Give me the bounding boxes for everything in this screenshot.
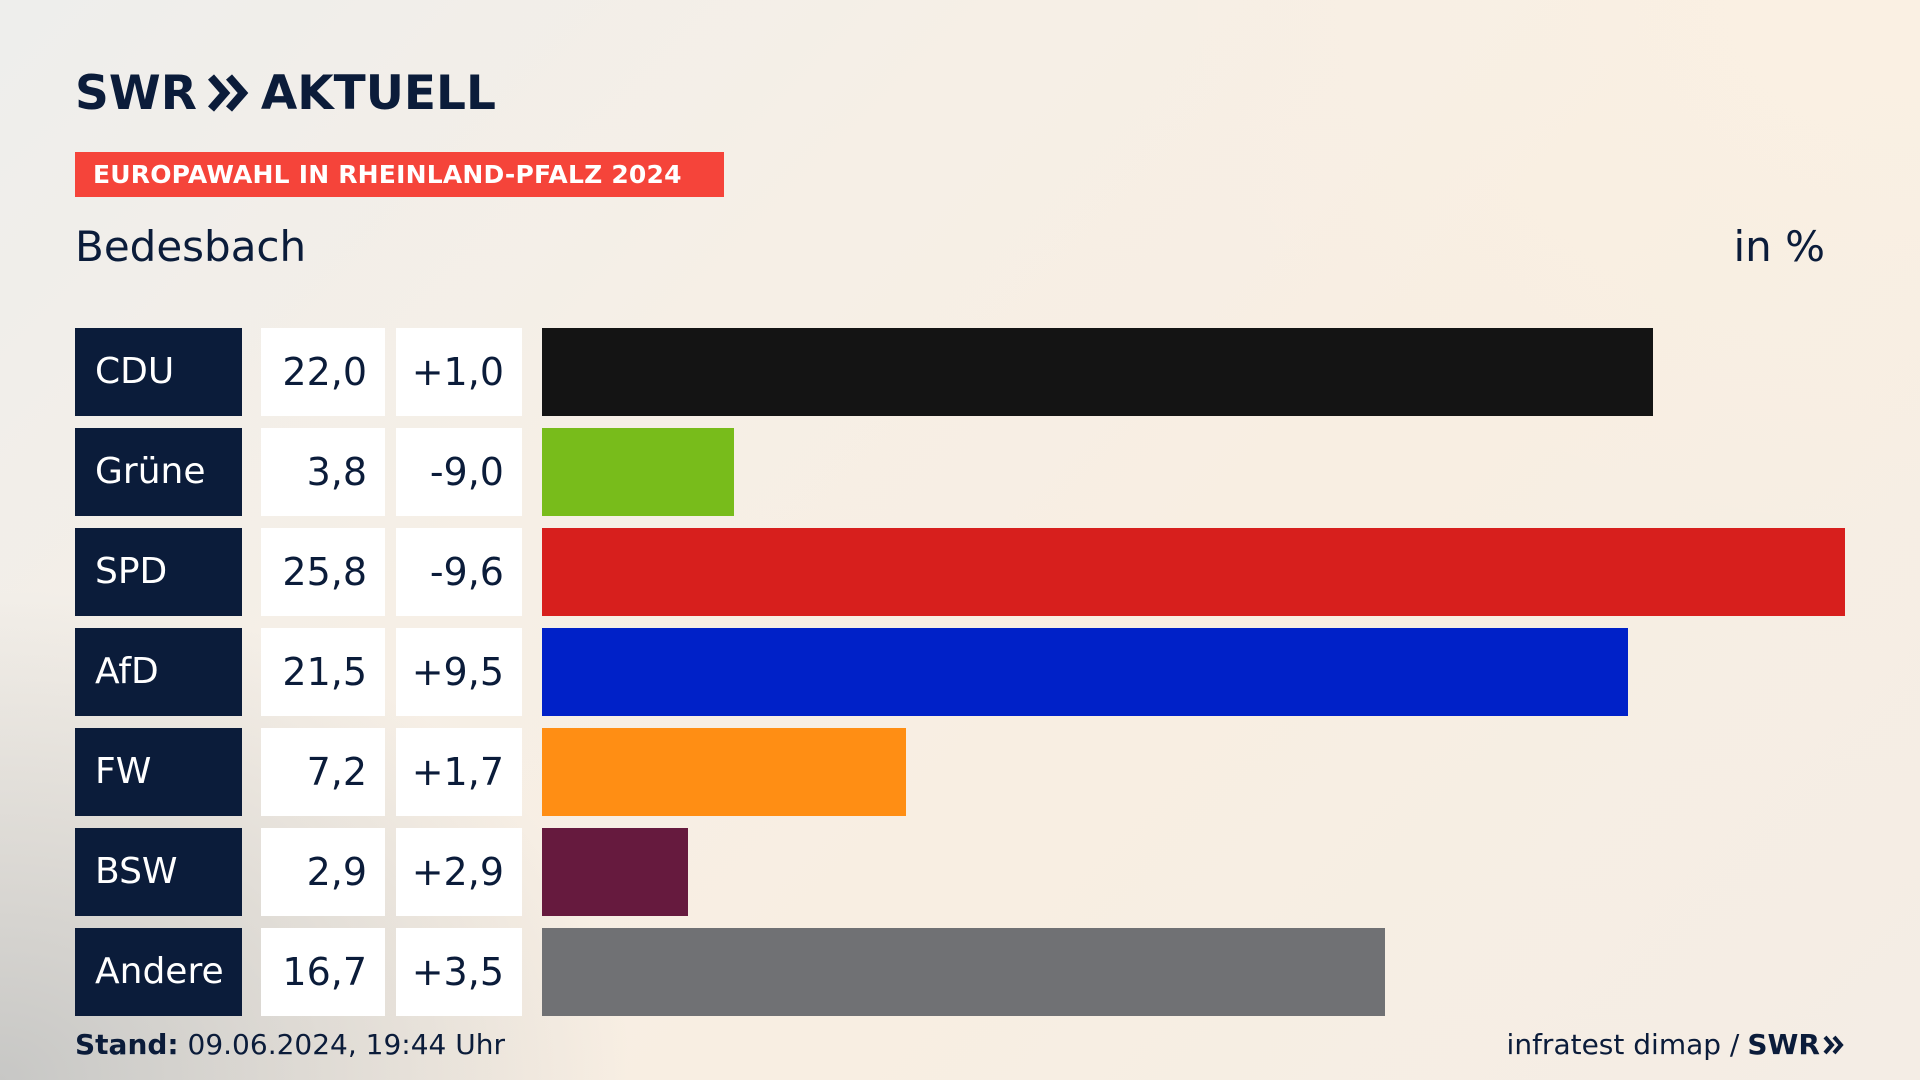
- party-label: FW: [75, 728, 242, 816]
- bar-afd: [542, 628, 1628, 716]
- source-logo-text: SWR: [1747, 1028, 1820, 1061]
- party-label: SPD: [75, 528, 242, 616]
- swr-mini-logo: SWR: [1747, 1028, 1845, 1061]
- bar-gr-ne: [542, 428, 734, 516]
- brand-name: SWR: [75, 65, 197, 121]
- vote-share-value: 3,8: [261, 428, 385, 516]
- vote-change-value: +2,9: [396, 828, 522, 916]
- vote-change-value: -9,0: [396, 428, 522, 516]
- double-chevron-right-icon: [1823, 1035, 1844, 1054]
- party-label: CDU: [75, 328, 242, 416]
- bar-andere: [542, 928, 1385, 1016]
- vote-share-value: 21,5: [261, 628, 385, 716]
- vote-share-value: 2,9: [261, 828, 385, 916]
- vote-share-value: 25,8: [261, 528, 385, 616]
- footer-timestamp: Stand: 09.06.2024, 19:44 Uhr: [75, 1028, 505, 1061]
- footer-source: infratest dimap / SWR: [1507, 1028, 1845, 1061]
- stand-label: Stand:: [75, 1028, 179, 1061]
- vote-change-value: +3,5: [396, 928, 522, 1016]
- double-chevron-right-icon: [207, 74, 249, 112]
- party-label: BSW: [75, 828, 242, 916]
- party-label: Andere: [75, 928, 242, 1016]
- brand-product: AKTUELL: [260, 65, 496, 121]
- vote-share-value: 22,0: [261, 328, 385, 416]
- vote-share-value: 7,2: [261, 728, 385, 816]
- bar-cdu: [542, 328, 1653, 416]
- party-label: AfD: [75, 628, 242, 716]
- chart-unit: in %: [1733, 222, 1825, 271]
- bar-bsw: [542, 828, 688, 916]
- stand-value: 09.06.2024, 19:44 Uhr: [187, 1028, 505, 1061]
- chart-subtitle: Bedesbach: [75, 222, 307, 271]
- party-label: Grüne: [75, 428, 242, 516]
- vote-change-value: -9,6: [396, 528, 522, 616]
- bar-fw: [542, 728, 906, 816]
- vote-change-value: +9,5: [396, 628, 522, 716]
- swr-aktuell-logo: SWR AKTUELL: [75, 65, 496, 121]
- vote-share-value: 16,7: [261, 928, 385, 1016]
- election-tagline: EUROPAWAHL IN RHEINLAND-PFALZ 2024: [75, 152, 724, 197]
- vote-change-value: +1,7: [396, 728, 522, 816]
- source-text: infratest dimap /: [1506, 1028, 1740, 1061]
- bar-spd: [542, 528, 1845, 616]
- vote-change-value: +1,0: [396, 328, 522, 416]
